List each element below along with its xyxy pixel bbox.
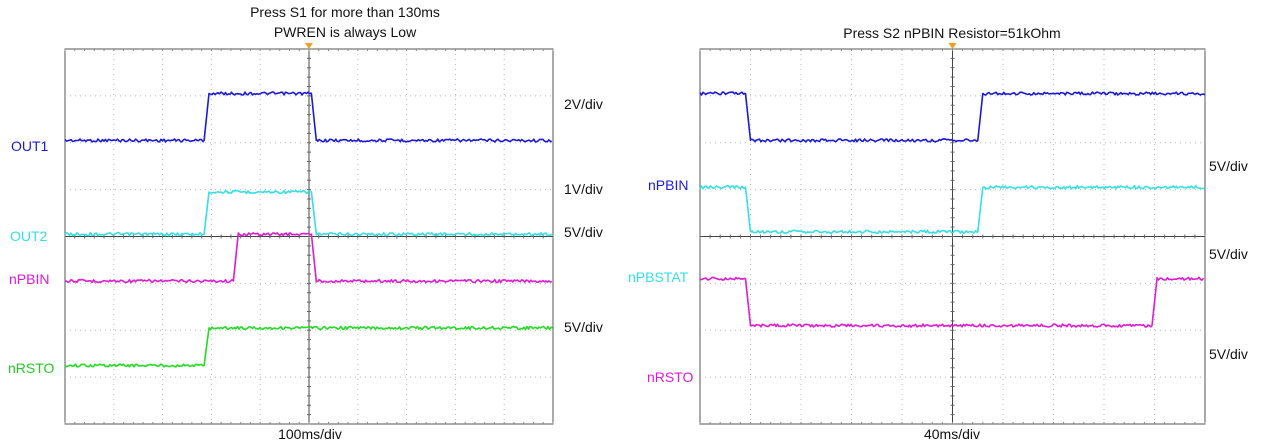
right-trigger-marker [948, 43, 957, 49]
left-trace-out2 [64, 189, 553, 237]
left-scale-out1: 2V/div [564, 96, 603, 112]
right-trace-npbstat [699, 185, 1206, 235]
left-trigger-marker [305, 43, 313, 49]
left-title-line-2: PWREN is always Low [273, 24, 417, 40]
right-trace-npbin [699, 91, 1206, 143]
right-label-npbstat: nPBSTAT [628, 269, 689, 285]
left-trace-nrsto [64, 325, 553, 368]
left-label-out2: OUT2 [10, 228, 48, 244]
left-label-npbin: nPBIN [9, 271, 50, 287]
right-scale-npbstat: 5V/div [1209, 246, 1248, 262]
left-label-nrsto: nRSTO [8, 360, 55, 376]
right-x-axis-label: 40ms/div [923, 426, 981, 442]
right-scale-npbin: 5V/div [1209, 158, 1248, 174]
left-label-out1: OUT1 [11, 138, 49, 154]
left-scale-out2: 1V/div [564, 181, 603, 197]
left-x-axis-label: 100ms/div [278, 426, 342, 442]
left-trace-npbin [64, 232, 552, 284]
right-label-nrsto: nRSTO [647, 369, 694, 385]
left-scale-npbin: 5V/div [564, 224, 603, 240]
right-label-npbin: nPBIN [648, 177, 689, 193]
right-trace-nrsto [699, 276, 1205, 328]
right-title-line-1: Press S2 nPBIN Resistor=51kOhm [843, 25, 1061, 41]
left-trace-out1 [64, 91, 553, 143]
left-scale-nrsto: 5V/div [564, 319, 603, 335]
right-scale-nrsto: 5V/div [1209, 346, 1248, 362]
left-title-line-1: Press S1 for more than 130ms [250, 4, 440, 20]
